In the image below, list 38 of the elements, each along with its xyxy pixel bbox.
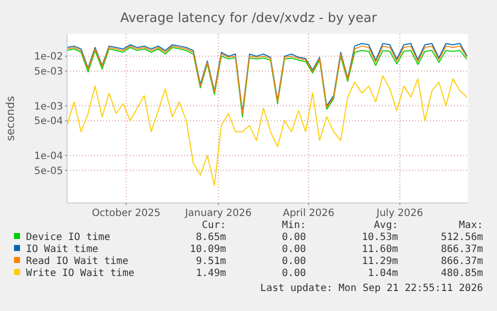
y-tick-label: 1e-03 [34, 101, 63, 112]
text: 0.00 [282, 256, 306, 267]
text: 0.00 [282, 268, 306, 279]
x-tick-label: July 2026 [376, 208, 424, 219]
text: 866.37m [440, 244, 483, 255]
x-tick-label: January 2026 [184, 208, 252, 219]
text: 8.65m [196, 232, 226, 243]
text: 1.49m [196, 268, 226, 279]
text: Min: [282, 220, 306, 231]
text: 11.29m [362, 256, 398, 267]
text: 866.37m [440, 256, 483, 267]
text: 9.51m [196, 256, 226, 267]
y-tick-label: 5e-04 [34, 116, 63, 128]
text: 0.00 [282, 232, 306, 243]
text: 10.53m [362, 232, 398, 243]
text: 11.60m [362, 244, 398, 255]
text: 480.85m [440, 268, 483, 279]
text: Max: [458, 220, 483, 231]
legend-label: Device IO time [26, 232, 110, 243]
y-tick-label: 5e-05 [34, 166, 63, 177]
line-series [66, 75, 468, 186]
text: 10.09m [190, 244, 226, 255]
text: 512.56m [440, 232, 483, 243]
chart-title: Average latency for /dev/xvdz - by year [120, 11, 378, 26]
x-tick-label: October 2025 [92, 208, 160, 219]
legend-label: IO Wait time [26, 244, 98, 255]
y-tick-label: 1e-02 [34, 52, 63, 63]
text: 1.04m [368, 268, 398, 279]
legend-label: Write IO Wait time [26, 268, 134, 279]
y-axis-title: seconds [4, 96, 17, 141]
text: Avg: [374, 220, 398, 231]
x-tick-label: April 2026 [282, 208, 334, 219]
text: Cur: [202, 220, 226, 231]
text: Last update: Mon Sep 21 22:55:11 2026 [260, 283, 483, 294]
y-tick-label: 5e-03 [34, 66, 63, 78]
text: 0.00 [282, 244, 306, 255]
legend-label: Read IO Wait time [26, 256, 128, 267]
y-tick-label: 1e-04 [34, 150, 63, 162]
